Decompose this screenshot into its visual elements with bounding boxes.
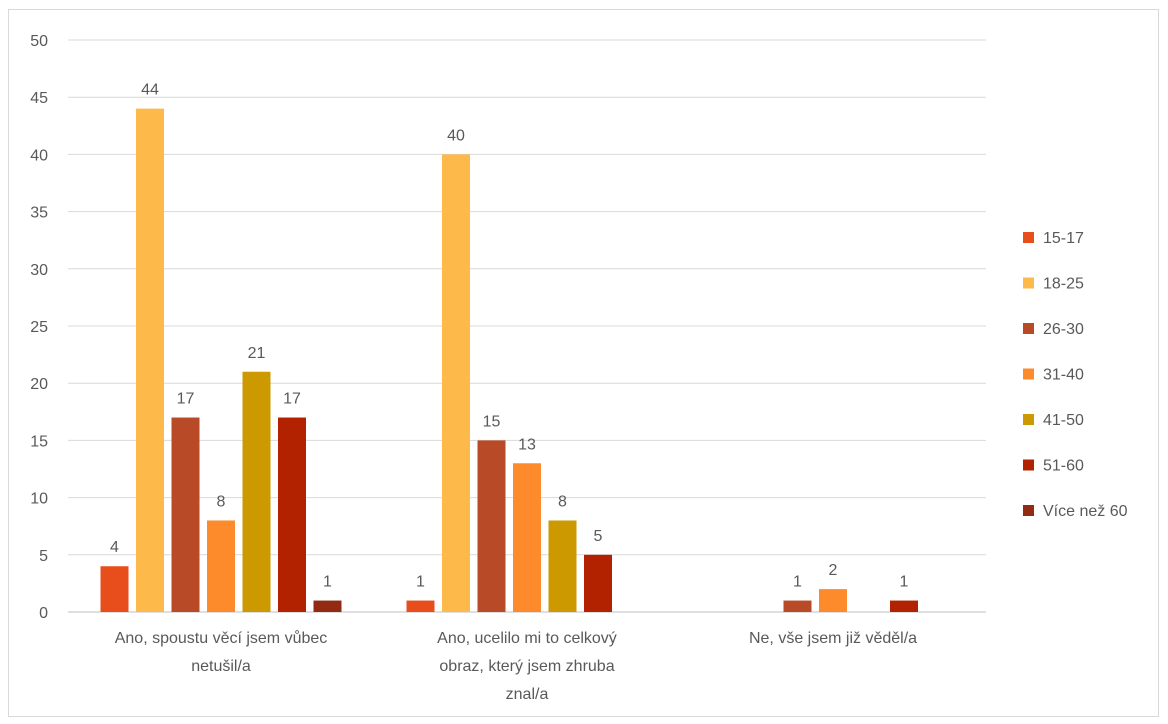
y-tick-label: 25 [30,319,48,336]
bar [442,154,470,612]
bars [100,108,918,612]
bar [100,566,129,612]
bar [819,589,847,612]
legend-label: 18-25 [1043,276,1084,293]
bar [207,520,235,612]
y-tick-label: 15 [30,433,48,450]
data-label: 1 [323,574,332,591]
data-label: 21 [248,345,266,362]
data-label: 13 [518,436,536,453]
data-label: 40 [447,127,465,144]
data-label: 4 [110,539,119,556]
legend-swatch [1023,505,1034,516]
bar [513,463,541,612]
legend-label: 15-17 [1043,230,1084,247]
x-axis-categories: Ano, spoustu věcí jsem vůbec netušil/a Ano… [115,629,917,703]
data-label: 8 [558,493,567,510]
data-label: 1 [900,574,909,591]
chart-frame [8,9,1159,717]
data-label: 5 [594,528,603,545]
bar [313,600,342,612]
data-label: 17 [177,391,195,408]
bar [783,600,812,612]
y-tick-label: 10 [30,491,48,508]
legend-label: Více než 60 [1043,503,1128,520]
y-tick-label: 35 [30,205,48,222]
bar [136,108,164,612]
y-tick-label: 30 [30,262,48,279]
legend-label: 41-50 [1043,412,1084,429]
y-tick-label: 45 [30,90,48,107]
bar [477,440,506,612]
data-label: 2 [829,562,838,579]
legend-label: 26-30 [1043,321,1084,338]
data-labels: 4 1 44 40 17 15 1 8 13 2 21 8 17 5 1 1 [110,82,909,591]
category-label: Ano, ucelilo mi to celkový obraz, který j… [437,630,617,703]
legend-swatch [1023,277,1034,289]
data-label: 15 [483,413,501,430]
bar [171,417,200,612]
category-label: Ano, spoustu věcí jsem vůbec netušil/a [115,629,328,675]
legend-swatch [1023,232,1034,243]
data-label: 1 [793,574,802,591]
y-tick-label: 50 [30,33,48,50]
legend-label: 31-40 [1043,367,1084,384]
y-tick-label: 20 [30,376,48,393]
y-tick-label: 0 [39,605,48,622]
y-tick-label: 5 [39,548,48,565]
bar [584,554,612,612]
legend-swatch [1023,368,1034,380]
y-tick-label: 40 [30,147,48,164]
legend-swatch [1023,459,1034,471]
data-label: 44 [141,82,159,99]
y-axis-ticks: 0 5 10 15 20 25 30 35 40 45 50 [30,33,48,622]
legend: 15-17 18-25 26-30 31-40 41-50 51-60 Více než 6… [1023,230,1128,520]
legend-swatch [1023,323,1034,334]
legend-swatch [1023,414,1034,425]
legend-label: 51-60 [1043,458,1084,475]
bar [548,520,577,612]
data-label: 8 [217,493,226,510]
data-label: 1 [416,574,425,591]
bar [890,600,918,612]
bar [242,371,271,612]
data-label: 17 [283,391,301,408]
bar [278,417,306,612]
bar [406,600,435,612]
category-label: Ne, vše jsem již věděl/a [749,630,917,647]
